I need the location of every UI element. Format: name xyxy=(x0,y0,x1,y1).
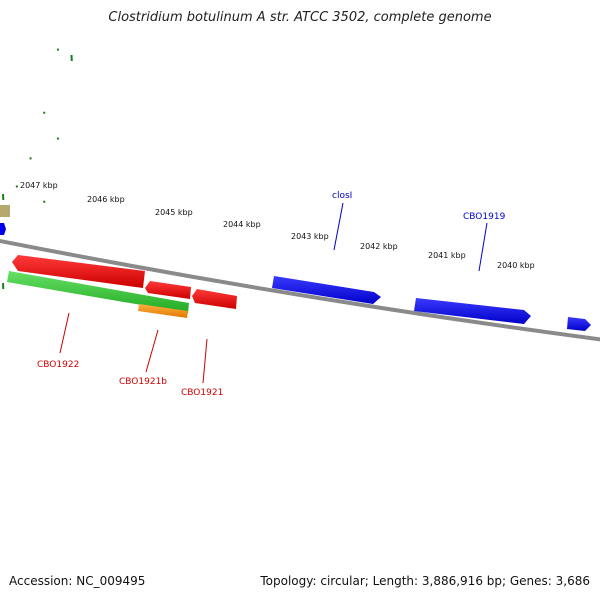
pseudo-feature-orange[interactable] xyxy=(138,304,188,318)
ruler-label-2042: 2042 kbp xyxy=(360,242,398,251)
gene-CBO1921[interactable] xyxy=(192,289,237,309)
ruler-label-2044: 2044 kbp xyxy=(223,220,261,229)
label-CBO1921b[interactable]: CBO1921b xyxy=(119,377,167,387)
accession-text: Accession: NC_009495 xyxy=(9,574,146,588)
ruler-label-2043: 2043 kbp xyxy=(291,232,329,241)
label-CBO1919[interactable]: CBO1919 xyxy=(463,212,506,222)
leader-CBO1921 xyxy=(202,338,208,384)
label-CBO1921[interactable]: CBO1921 xyxy=(181,388,223,398)
label-closI[interactable]: closI xyxy=(332,191,352,201)
leader-CBO1919 xyxy=(478,222,488,272)
genome-backbone xyxy=(0,238,600,342)
gene-red-mid[interactable] xyxy=(145,281,191,299)
label-CBO1922[interactable]: CBO1922 xyxy=(37,360,79,370)
ruler-label-2040: 2040 kbp xyxy=(497,261,535,270)
rna-feature-green[interactable] xyxy=(7,271,189,313)
gene-closI[interactable] xyxy=(272,276,381,304)
forward-gene-edge-left[interactable] xyxy=(0,223,6,235)
gene-CBO1922[interactable] xyxy=(12,255,145,288)
ruler-label-2047: 2047 kbp xyxy=(20,181,58,190)
ruler-label-2041: 2041 kbp xyxy=(428,251,466,260)
leader-CBO1922 xyxy=(59,312,70,354)
map-title: Clostridium botulinum A str. ATCC 3502, … xyxy=(108,10,492,25)
leader-CBO1921b xyxy=(145,329,159,373)
outer-ruler xyxy=(2,48,60,201)
gene-CBO1919[interactable] xyxy=(414,298,531,324)
leader-closI xyxy=(333,202,344,251)
genome-stats-text: Topology: circular; Length: 3,886,916 bp… xyxy=(260,574,590,588)
ruler-label-2045: 2045 kbp xyxy=(155,208,193,217)
inner-ruler xyxy=(2,54,73,290)
ruler-labels: 2047 kbp 2046 kbp 2045 kbp 2044 kbp 2043… xyxy=(20,181,535,270)
gene-forward-edge-right[interactable] xyxy=(567,317,591,331)
ruler-label-2046: 2046 kbp xyxy=(87,195,125,204)
other-feature-edge[interactable] xyxy=(0,205,10,217)
